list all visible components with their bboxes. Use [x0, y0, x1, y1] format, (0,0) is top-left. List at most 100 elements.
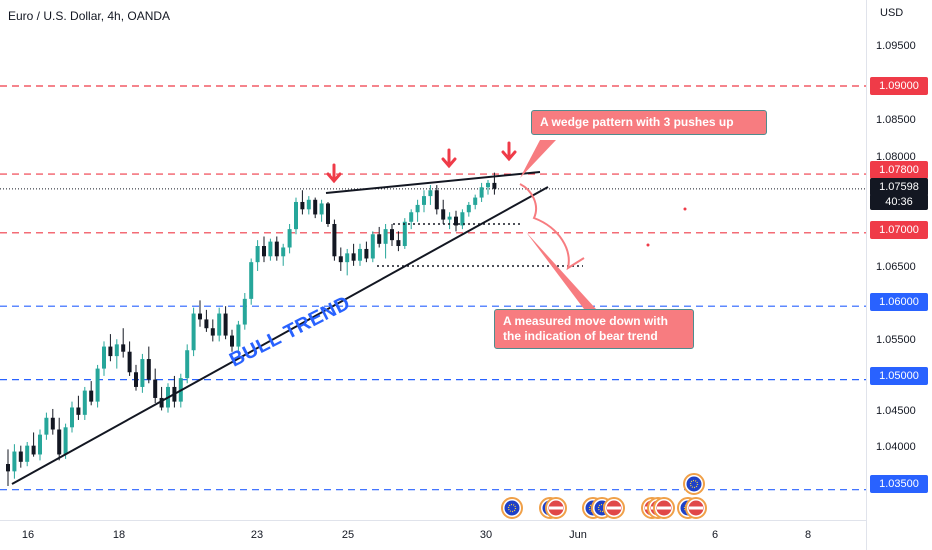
time-label: 30 — [480, 529, 492, 541]
candle-body — [102, 347, 106, 369]
candle-body — [44, 418, 48, 435]
candle-body — [25, 446, 29, 462]
price-label: 1.04000 — [876, 441, 916, 453]
us-flag-stripe — [689, 507, 703, 510]
candle-body — [262, 246, 266, 256]
wedge-callout: A wedge pattern with 3 pushes up — [531, 110, 767, 135]
push-arrow — [503, 143, 515, 159]
price-label: 1.06500 — [876, 261, 916, 273]
us-flag-stripe — [607, 507, 621, 510]
candle-body — [64, 427, 68, 454]
candle-body — [249, 262, 253, 299]
price-axis-border — [866, 0, 867, 550]
candle-body — [403, 222, 407, 246]
candle-body — [313, 200, 317, 215]
candle-body — [435, 190, 439, 209]
candle-body — [358, 249, 362, 261]
candle-body — [140, 359, 144, 387]
candle-body — [57, 430, 61, 455]
us-flag-stripe — [657, 507, 671, 510]
time-label: 25 — [342, 529, 354, 541]
eu-flag-icon — [505, 501, 520, 516]
candle-body — [51, 418, 55, 430]
price-label: 1.08500 — [876, 114, 916, 126]
time-label: Jun — [569, 529, 587, 541]
candle-body — [486, 183, 490, 187]
candle-body — [185, 350, 189, 378]
candle-body — [224, 314, 228, 336]
candle-body — [70, 407, 74, 427]
time-axis-border — [0, 520, 866, 521]
candle-body — [307, 200, 311, 210]
candle-body — [121, 344, 125, 351]
price-label: 1.04500 — [876, 405, 916, 417]
level-tag-1-07800: 1.07800 — [870, 161, 928, 179]
currency-label: USD — [880, 7, 903, 19]
candle-body — [326, 203, 330, 224]
candle-body — [38, 435, 42, 455]
time-label: 23 — [251, 529, 263, 541]
candle-body — [243, 299, 247, 325]
candle-body — [83, 391, 87, 415]
candle-body — [76, 407, 80, 414]
level-tag-1-07000: 1.07000 — [870, 221, 928, 239]
candle-body — [364, 249, 368, 259]
eu-flag-icon — [687, 477, 702, 492]
measured-move-pointer — [526, 232, 596, 309]
candle-body — [281, 247, 285, 256]
level-tag-1-03500: 1.03500 — [870, 475, 928, 493]
candle-body — [198, 314, 202, 320]
candle-body — [153, 380, 157, 398]
time-label: 16 — [22, 529, 34, 541]
candle-body — [217, 314, 221, 336]
candle-body — [211, 328, 215, 335]
candle-body — [396, 240, 400, 246]
candle-body — [115, 344, 119, 356]
candle-body — [300, 202, 304, 209]
candle-body — [473, 198, 477, 205]
push-arrow — [328, 165, 340, 181]
candle-body — [428, 190, 432, 196]
candle-body — [448, 217, 452, 220]
candle-body — [288, 229, 292, 247]
candle-body — [294, 202, 298, 229]
candle-body — [409, 212, 413, 222]
candle-body — [352, 253, 356, 260]
candle-body — [96, 369, 100, 402]
candle-body — [89, 391, 93, 402]
candle-body — [377, 234, 381, 244]
candle-body — [108, 347, 112, 357]
candle-body — [236, 325, 240, 347]
candle-body — [422, 196, 426, 205]
level-tag-1-05000: 1.05000 — [870, 367, 928, 385]
candle-body — [480, 187, 484, 197]
candle-body — [332, 224, 336, 256]
time-label: 18 — [113, 529, 125, 541]
candle-body — [416, 205, 420, 212]
candle-body — [204, 319, 208, 328]
wedge-upper-line — [326, 172, 540, 193]
candle-body — [384, 229, 388, 244]
candle-body — [371, 234, 375, 258]
push-arrow — [443, 150, 455, 166]
marker-dot — [647, 244, 650, 247]
countdown-tag: 40:36 — [870, 194, 928, 210]
candle-body — [192, 314, 196, 351]
candle-body — [230, 336, 234, 347]
time-label: 6 — [712, 529, 718, 541]
level-tag-1-09000: 1.09000 — [870, 77, 928, 95]
candle-body — [320, 203, 324, 214]
price-label: 1.09500 — [876, 40, 916, 52]
candle-body — [6, 464, 10, 471]
measured-move-callout: A measured move down with the indication… — [494, 309, 694, 349]
us-flag-stripe — [549, 507, 563, 510]
candle-body — [134, 372, 138, 387]
candle-body — [32, 446, 36, 455]
price-label: 1.05500 — [876, 334, 916, 346]
candle-body — [390, 229, 394, 240]
time-label: 8 — [805, 529, 811, 541]
candle-body — [268, 242, 272, 257]
candle-body — [12, 452, 16, 472]
candle-body — [467, 205, 471, 212]
